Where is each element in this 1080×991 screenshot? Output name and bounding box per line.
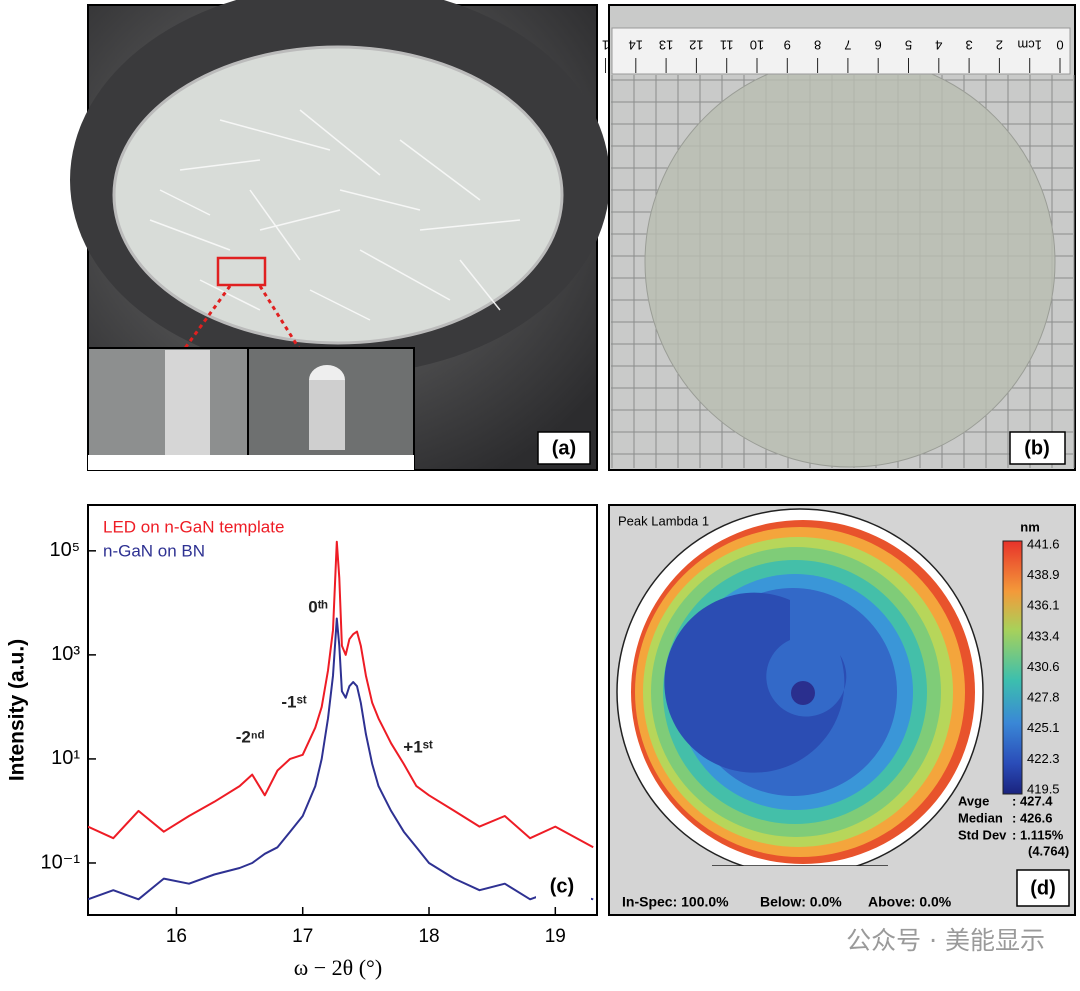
label-box [537,431,591,465]
data-line [88,540,594,849]
colorbar-label: 419.5 [1027,781,1060,796]
ruler-label: 1 [602,38,609,53]
wafer [112,45,564,345]
legend-entry: LED on n-GaN template [103,517,284,536]
label-box [1016,869,1070,907]
footer-stat: Below: 0.0% [760,894,842,910]
plot-area [87,504,598,916]
ruler-label: 0 [1056,38,1063,53]
panel-a: (a) [70,0,610,471]
y-axis-label: Intensity (a.u.) [6,639,29,781]
ruler-label: 6 [875,38,882,53]
y-tick-label: 10⁻¹ [41,851,81,873]
ruler-label: 4 [935,38,942,53]
colorbar-label: 430.6 [1027,659,1060,674]
stat-label: Median [958,810,1003,825]
nanowires [149,109,521,321]
ruler-label: 11 [720,38,734,53]
ruler-label: 5 [905,38,912,53]
ruler-label: 1cm [1017,38,1042,53]
ruler-label: 8 [814,38,821,53]
sem-databar [248,455,414,470]
colorbar-label: 436.1 [1027,598,1060,613]
wafer [644,56,1056,468]
panel-label: (b) [1024,437,1050,459]
panel-label: (c) [550,875,574,897]
ruler-scale: 0 1cm 2 3 4 5 6 7 8 9 10 11 12 13 14 1 [602,38,1064,73]
colorbar-label: 422.3 [1027,751,1060,766]
panel-c: (c) ω − 2θ (°) Intensity (a.u.) LED on n… [6,504,598,980]
ruler-label: 14 [629,38,643,53]
label-box [536,866,591,906]
x-tick-label: 17 [292,926,313,947]
label-box [1009,431,1066,465]
panel-label: (d) [1030,877,1056,899]
x-axis-label: ω − 2θ (°) [294,955,382,980]
stat-value: : 1.115% [1012,827,1064,842]
x-tick-label: 16 [166,926,187,947]
zoom-arrow [258,285,307,359]
ruler-label: 7 [844,38,851,53]
annotation: +1ˢᵗ [403,737,433,756]
data-line [88,617,594,901]
colorbar-unit: nm [1020,519,1040,534]
wafer-map [616,508,984,866]
footer-stat: In-Spec: 100.0% [622,894,729,910]
y-tick-label: 10³ [51,643,80,665]
x-tick-label: 18 [418,926,439,947]
panel-d: Peak Lambda 1 nm 441.6 438.9 436.1 433.4 430… [608,504,1076,916]
sem-tube [309,380,345,450]
ruler-label: 3 [965,38,972,53]
annotation: -1ˢᵗ [281,692,307,711]
x-tick-label: 19 [545,926,566,947]
colorbar [1002,540,1023,795]
ruler-label: 10 [750,38,764,53]
colorbar-label: 438.9 [1027,567,1060,582]
stat-value: : 427.4 [1012,793,1053,808]
panel-label: (a) [552,437,576,459]
annotation: 0ᵗʰ [308,597,327,616]
watermark: 公众号 · 美能显示 [846,926,1045,955]
panel-b: 0 1cm 2 3 4 5 6 7 8 9 10 11 12 13 14 1 (b) [602,4,1076,471]
ruler-label: 12 [689,38,703,53]
sem-tube [165,350,210,455]
legend-entry: n-GaN on BN [103,541,205,560]
stat-label: Std Dev [958,827,1007,842]
colorbar-label: 441.6 [1027,536,1060,551]
colorbar-label: 425.1 [1027,720,1060,735]
map-title: Peak Lambda 1 [618,513,709,528]
y-tick-label: 10⁵ [49,539,80,561]
y-tick-label: 10¹ [51,747,80,769]
stat-label: Avge [958,793,989,808]
colorbar-label: 427.8 [1027,690,1060,705]
ruler-label: 13 [659,38,673,53]
ruler-label: 2 [996,38,1003,53]
sem-databar [88,455,248,470]
zoom-box [216,256,267,287]
annotation: -2ⁿᵈ [236,727,265,746]
ruler [611,27,1071,75]
footer-stat: Above: 0.0% [868,894,952,910]
stat-value: : 426.6 [1012,810,1052,825]
ruler-label: 9 [784,38,791,53]
stat-value: (4.764) [1028,843,1069,858]
colorbar-label: 433.4 [1027,628,1060,643]
